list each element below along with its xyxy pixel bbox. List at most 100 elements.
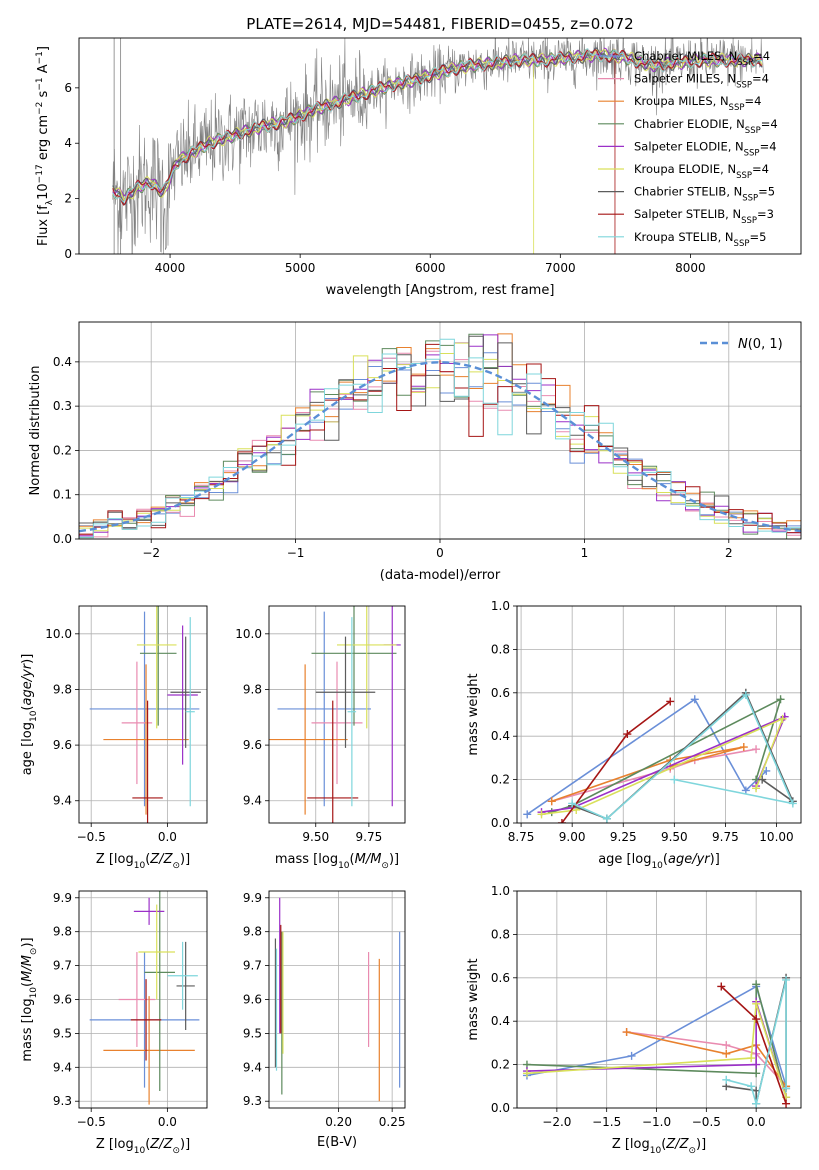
weight_vs_age-x-label-part: )] (710, 852, 720, 867)
mass_vs_Z-y-tick-label: 9.4 (53, 1060, 72, 1074)
weight-marker (778, 714, 787, 723)
mass_vs_Z-y-label-part: mass [log (20, 998, 35, 1061)
age_vs_mass-x-label-part: M/M (355, 852, 382, 867)
weight-marker (666, 697, 675, 706)
residuals-axes: −2 −1 0 1 2 0.0 0.1 0.2 0.3 0.4 N(0, 1) (data-model… (28, 321, 802, 583)
weight_vs_age-y-tick-label: 0.0 (491, 816, 510, 830)
age_vs_mass-x-tick-label: 9.75 (356, 830, 383, 844)
spectrum-frame (78, 37, 802, 255)
residuals-panel: −2 −1 0 1 2 0.0 0.1 0.2 0.3 0.4 N(0, 1) (data-model… (28, 321, 802, 583)
mass_vs_Z-x-tick-label: −0.5 (77, 1115, 106, 1129)
age_vs_Z-x-label-part: Z [log (96, 852, 134, 867)
mass_vs_Z-y-tick-label: 9.9 (53, 891, 72, 905)
age_vs_Z-x-label-part: ( (145, 852, 150, 867)
age_vs_Z-axes: −0.5 0.09.49.69.810.0Z [log10(Z/Z⊙)]age [… (20, 605, 208, 871)
weight-marker (523, 810, 532, 819)
age_vs_mass-y-tick-label: 10.0 (235, 627, 262, 641)
legend-nssp: =4 (753, 49, 770, 63)
residuals-x-tick-label: 0 (436, 546, 444, 560)
legend-normal-params: (0, 1) (748, 337, 783, 352)
weight_vs_Z-x-label-part: Z [log (612, 1137, 650, 1152)
weight-line (526, 1003, 787, 1098)
weight-marker (622, 1028, 631, 1037)
spectrum-y-label-part: −17 (35, 164, 45, 183)
weight_vs_age-x-tick-label: 10.00 (759, 830, 793, 844)
age_vs_mass-x-label-part: mass [log (275, 852, 338, 867)
mass_vs_ebv-y-tick-label: 9.4 (243, 1060, 262, 1074)
age_vs_Z-x-label-part: ⊙ (172, 861, 180, 871)
age_vs_Z-y-tick-label: 9.6 (53, 738, 72, 752)
mass_vs_Z-y-tick-label: 9.8 (53, 925, 72, 939)
weight_vs_Z-plot-area (522, 973, 791, 1108)
age_vs_Z-y-label-part: )] (20, 654, 35, 664)
mass_vs_Z-x-label-part: 10 (134, 1146, 146, 1156)
mass_vs_Z-y-tick-label: 9.3 (53, 1094, 72, 1108)
weight_vs_age-y-tick-label: 0.8 (491, 642, 510, 656)
weight_vs_age-x-label: age [log10(age/yr)] (598, 852, 720, 871)
mass_vs_ebv-y-tick-label: 9.9 (243, 891, 262, 905)
spectrum-y-label-part: erg cm (36, 115, 51, 164)
mass_vs_ebv-x-label: E(B-V) (317, 1135, 357, 1150)
weight-line (551, 697, 782, 813)
weight_vs_age-y-tick-label: 1.0 (491, 599, 510, 613)
weight-marker (522, 1069, 531, 1078)
age_vs_Z-x-label-part: )] (180, 852, 190, 867)
weight-marker (627, 1051, 636, 1060)
residuals-y-tick-label: 0.0 (53, 532, 72, 546)
weight-marker (752, 1069, 761, 1078)
age_vs_Z-y-tick-label: 10.0 (45, 627, 72, 641)
age_vs_mass-x-label-part: )] (389, 852, 399, 867)
spectrum-x-tick-label: 7000 (545, 261, 576, 275)
legend-subscript: SSP (737, 58, 753, 68)
weight_vs_age-x-tick-label: 9.75 (712, 830, 739, 844)
weight-marker (568, 799, 577, 808)
spectrum-y-label-part: −1 (35, 77, 45, 90)
spectrum-x-tick-label: 6000 (415, 261, 446, 275)
mass_vs_Z-x-tick-label: 0.0 (158, 1115, 177, 1129)
age_vs_mass-x-label-part: 10 (338, 861, 350, 871)
spectrum-plot-area (112, 38, 764, 254)
age_vs_mass-panel: 9.50 9.75 9.4 9.6 9.8 10.0 mass [log10(M/M⊙)] (235, 605, 406, 871)
mass_vs_ebv-x-tick-label: 0.25 (379, 1115, 406, 1129)
legend-subscript: SSP (742, 194, 758, 204)
mass_vs_Z-y-label-part: )] (20, 937, 35, 947)
residuals-y-tick-label: 0.4 (53, 355, 72, 369)
normal-curve (79, 361, 801, 533)
spectrum-y-label: Flux [fλ10−17 erg cm−2 s−1 A−1] (35, 46, 55, 246)
age_vs_Z-y-label: age [log10(age/yr)] (20, 654, 39, 776)
weight-marker (782, 1084, 791, 1093)
spectrum-x-tick-label: 8000 (675, 261, 706, 275)
residuals-plot-area (79, 333, 801, 539)
legend-entry: Kroupa MILES, NSSP=4 (634, 94, 761, 113)
weight-marker (747, 1054, 756, 1063)
spectrum-y-tick-label: 6 (64, 81, 72, 95)
age_vs_Z-y-label-part: ( (20, 706, 35, 711)
legend-subscript: SSP (745, 126, 761, 136)
figure-title: PLATE=2614, MJD=54481, FIBERID=0455, z=0… (246, 15, 633, 33)
age_vs_Z-y-tick-label: 9.8 (53, 682, 72, 696)
weight-marker (623, 730, 632, 739)
legend-nssp: =4 (752, 162, 769, 176)
legend-subscript: SSP (734, 239, 750, 249)
mass_vs_Z-x-label-part: ( (145, 1137, 150, 1152)
weight_vs_age-frame (516, 605, 802, 824)
weight-marker (752, 999, 761, 1008)
legend-subscript: SSP (736, 171, 752, 181)
weight-marker (776, 695, 785, 704)
weight_vs_Z-y-label: mass weight (466, 958, 481, 1040)
weight_vs_age-y-tick-label: 0.6 (491, 686, 510, 700)
legend-entry: Kroupa STELIB, NSSP=5 (634, 230, 766, 249)
weight-line (541, 717, 785, 816)
weight_vs_age-x-label-part: age/yr (668, 852, 711, 867)
mass_vs_Z-x-label-part: ⊙ (172, 1146, 180, 1156)
spectrum-model-line (112, 48, 763, 203)
weight_vs_age-y-tick-label: 0.2 (491, 773, 510, 787)
weight-marker (602, 814, 611, 823)
weight-marker (782, 975, 791, 984)
age_vs_Z-y-label-part: age/yr (20, 662, 35, 705)
mass_vs_Z-y-label-part: ( (20, 982, 35, 987)
age_vs_mass-frame (268, 605, 406, 824)
spectrum-data-line (112, 38, 764, 254)
weight-marker (547, 797, 556, 806)
